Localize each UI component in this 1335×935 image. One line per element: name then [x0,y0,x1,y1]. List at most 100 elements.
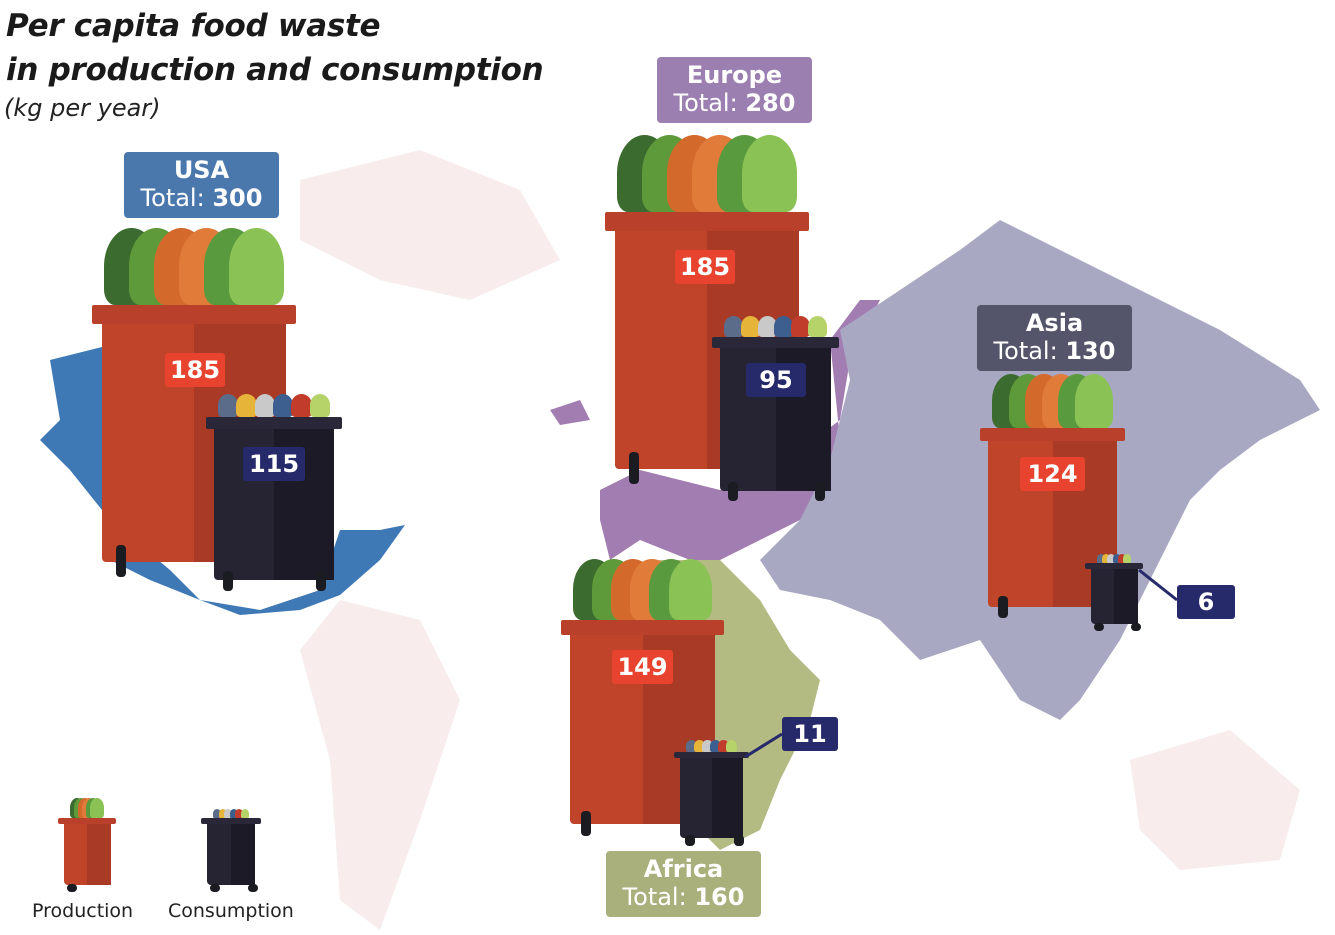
bin-body [63,824,111,886]
food-item [807,316,827,337]
food-item [702,740,713,752]
bin-lid [1085,563,1143,569]
bin-lid [92,305,296,324]
usa-total-text: Total: [140,184,205,212]
bin-shade [711,758,743,839]
africa-consumption-bin [674,740,749,846]
title-line-2: in production and consumption [6,52,544,88]
food-item [213,808,222,818]
usa-production-value: 185 [165,353,225,387]
usa-consumption-bin [206,394,342,591]
bin-lid [206,417,342,429]
usa-total-label: USA Total: 300 [124,152,279,218]
food-item [718,740,729,752]
food-item [235,808,244,818]
asia-consumption-bin [1085,554,1143,631]
food-item [1097,554,1105,563]
asia-total-value: 130 [1065,337,1116,365]
bin-lid [58,818,116,824]
food-item [254,394,276,417]
food-item [291,394,312,417]
food-item [229,228,284,305]
bin-shade [231,824,256,886]
africa-name: Africa [643,855,724,883]
food-item [1117,554,1126,563]
bin-shade [87,824,111,886]
africa-consumption-value: 11 [782,717,838,751]
vegetables-icon [609,135,805,212]
food-item [236,394,257,417]
food-item [742,135,797,212]
usa-name: USA [173,156,230,184]
food-item [668,559,712,620]
food-scraps-icon [716,292,835,337]
food-item [791,316,811,337]
vegetables-icon [62,798,112,818]
usa-consumption-value: 115 [243,447,305,481]
food-item [726,740,737,752]
europe-region [550,300,880,560]
food-item [686,740,697,752]
usa-total-value: 300 [212,184,263,212]
food-item [224,808,233,818]
title-line-1: Per capita food waste [6,8,381,44]
wheel-icon [997,595,1008,618]
food-item [1112,554,1121,563]
food-item [710,740,721,752]
bin-lid [605,212,809,231]
asia-total-label: Asia Total: 130 [977,305,1132,371]
food-item [740,316,760,337]
food-scraps-icon [205,798,257,818]
food-item [90,798,104,818]
bin-body [1090,569,1138,625]
background-land [300,150,1300,930]
africa-production-value: 149 [612,650,673,684]
legend-production-bin [58,798,116,892]
wheel-icon [67,883,77,892]
asia-consumption-value: 6 [1177,585,1235,619]
europe-total-label: Europe Total: 280 [657,57,812,123]
europe-name: Europe [686,61,783,89]
food-item [272,394,294,417]
wheel-icon [733,835,744,846]
food-item [309,394,330,417]
bin-shade [1114,569,1138,625]
legend-production-label: Production [32,900,134,922]
wheel-icon [248,883,259,892]
wheel-icon [814,481,825,501]
legend-consumption-bin [201,808,261,892]
vegetables-icon [984,374,1121,428]
food-item [774,316,794,337]
wheel-icon [628,451,639,484]
food-item [1123,554,1131,563]
wheel-icon [210,883,221,892]
europe-production-value: 185 [675,250,735,284]
bin-lid [712,337,839,349]
food-item [218,808,227,818]
europe-consumption-value: 95 [746,363,806,397]
bin-body [680,758,743,839]
wheel-icon [1094,623,1104,631]
food-item [1074,374,1113,428]
food-item [1107,554,1116,563]
wheel-icon [684,835,695,846]
vegetables-icon [96,228,292,305]
africa-total-label: Africa Total: 160 [606,851,761,917]
europe-consumption-bin [712,316,839,501]
wheel-icon [222,570,233,591]
wheel-icon [580,810,591,836]
asia-total-text: Total: [993,337,1058,365]
food-item [218,394,239,417]
africa-total-value: 160 [694,883,745,911]
food-item [229,808,238,818]
chart-subtitle: (kg per year) [4,94,161,122]
food-item [724,316,744,337]
wheel-icon [727,481,738,501]
wheel-icon [1130,623,1141,631]
europe-total-value: 280 [745,89,796,117]
food-item [757,316,777,337]
bin-body [206,824,256,886]
food-item [1102,554,1111,563]
food-scraps-icon [210,368,338,417]
